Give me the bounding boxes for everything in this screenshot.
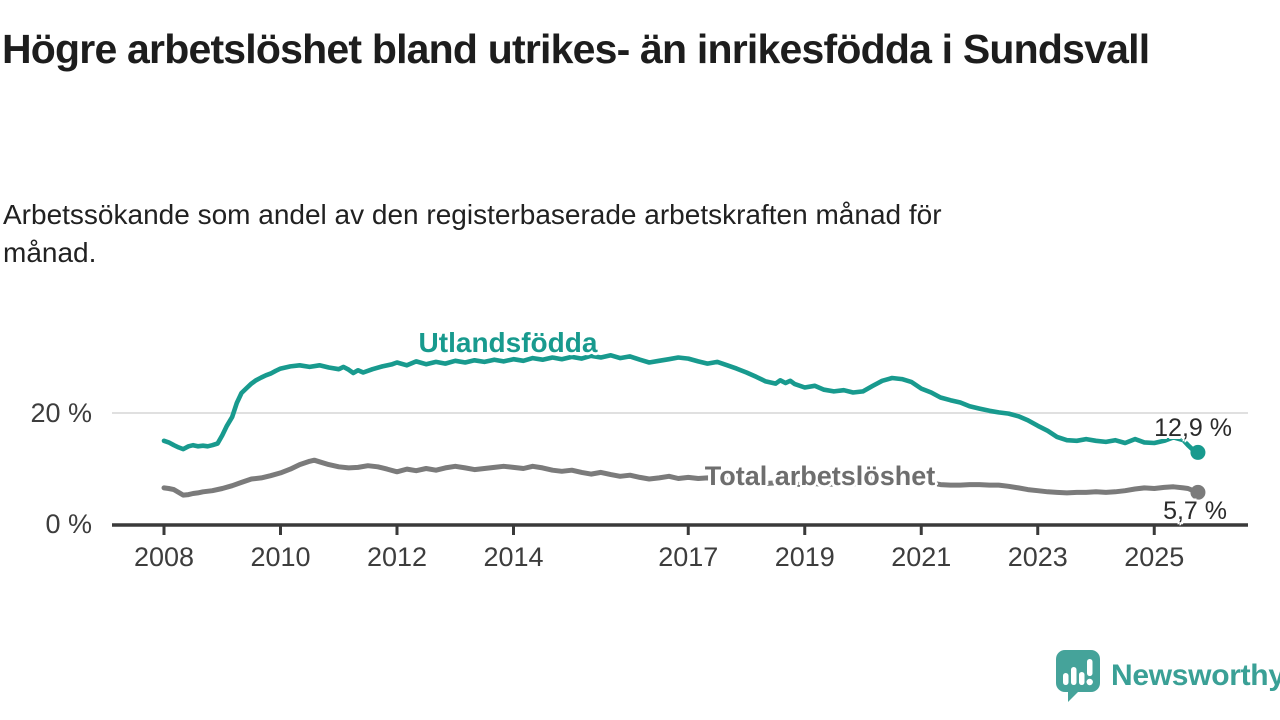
x-axis-label-2023: 2023	[1007, 542, 1068, 572]
series-label-utlandsfodda: Utlandsfödda	[418, 327, 598, 358]
newsworthy-logo[interactable]: Newsworthy	[1054, 648, 1280, 704]
page-subtitle: Arbetssökande som andel av den registerb…	[3, 196, 1183, 272]
x-axis-label-2025: 2025	[1124, 542, 1185, 572]
x-axis-label-2010: 2010	[250, 542, 311, 572]
line-utlandsfodda	[161, 352, 1201, 455]
end-value-label-total: 5,7 %	[1163, 497, 1227, 525]
y-axis-label-20: 20 %	[30, 398, 92, 428]
x-axis-label-2008: 2008	[133, 542, 195, 572]
x-axis-label-2021: 2021	[891, 542, 952, 572]
page-subtitle-line-2: månad.	[3, 237, 97, 269]
end-value-label-utlandsfodda: 12,9 %	[1154, 414, 1232, 442]
line-total-arbetsloshet	[161, 457, 1201, 498]
page-subtitle-line-1: Arbetssökande som andel av den registerb…	[3, 199, 942, 230]
end-dot-utlandsfodda	[1190, 444, 1206, 460]
newsworthy-logo-icon	[1056, 650, 1100, 702]
x-axis-label-2019: 2019	[774, 542, 835, 572]
x-axis-label-2017: 2017	[658, 542, 719, 572]
x-axis-label-2014: 2014	[483, 542, 544, 572]
page-title: Högre arbetslöshet bland utrikes- än inr…	[2, 26, 1150, 72]
y-axis-label-0: 0 %	[45, 509, 92, 539]
newsworthy-logo-text: Newsworthy	[1111, 659, 1280, 692]
end-dot-total-arbetsloshet	[1190, 484, 1206, 500]
series-label-total-arbetsloshet: Total arbetslöshet	[704, 461, 936, 491]
x-axis-label-2012: 2012	[366, 542, 428, 572]
